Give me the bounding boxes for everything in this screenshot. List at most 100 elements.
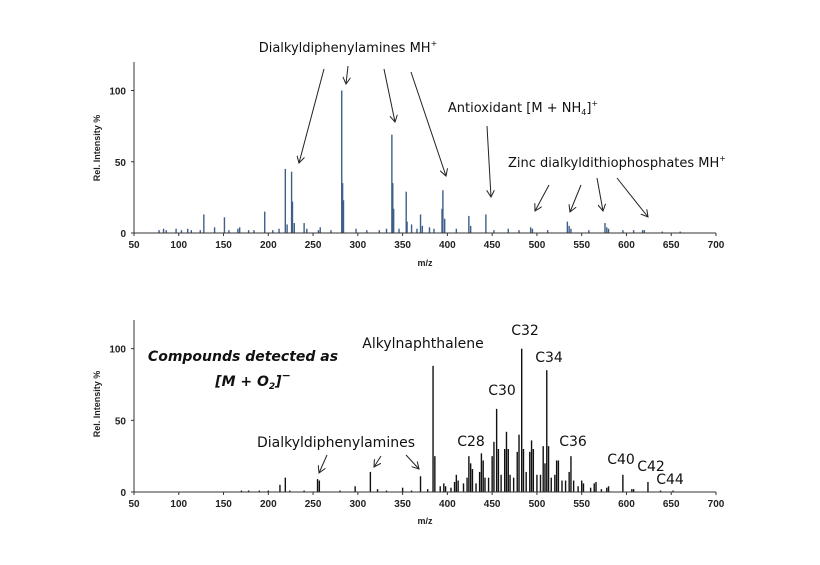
x-tick-label: 200 (260, 240, 277, 251)
peak (264, 211, 266, 233)
peak (272, 230, 274, 233)
peak (600, 489, 603, 492)
arrow (319, 454, 328, 473)
top-spectrum-panel: 50 100 150 200 250 300 350 400 450 500 550 600 650 70… (92, 39, 726, 268)
peak (593, 483, 595, 492)
peak (643, 230, 646, 233)
peak (468, 456, 470, 492)
bottom-spectrum-panel: 50 100 150 200 250 300 350 400 450 500 550 600 650 70… (92, 320, 725, 526)
peak (485, 214, 487, 233)
y-tick-label: 50 (115, 158, 127, 169)
arrow (616, 177, 648, 217)
peak (536, 474, 538, 492)
x-tick-label: 350 (394, 240, 411, 251)
peak (550, 477, 552, 492)
arrow (405, 454, 419, 469)
peak (570, 456, 572, 492)
label-c40: C40 (607, 452, 635, 468)
peak (410, 224, 413, 233)
peak (279, 484, 281, 492)
peak (247, 490, 250, 492)
peak (539, 474, 542, 492)
peak (557, 460, 560, 492)
peak (487, 477, 490, 492)
peak (247, 230, 250, 233)
peak (342, 200, 345, 233)
peak (505, 431, 508, 492)
peak (378, 230, 381, 233)
peak (392, 208, 395, 233)
peak (439, 486, 441, 492)
peak (223, 217, 226, 233)
arrow (299, 68, 325, 163)
top-annotation-arrows (299, 65, 648, 217)
peak (303, 223, 305, 233)
peak (468, 215, 470, 233)
peak (284, 477, 287, 492)
peak (376, 489, 379, 492)
label-dialkyldiphenylamines: Dialkyldiphenylamines (257, 435, 415, 451)
peak (444, 486, 447, 492)
peak (453, 481, 456, 492)
label-c28: C28 (457, 434, 485, 450)
peak (572, 480, 575, 492)
arrow (570, 184, 582, 212)
peak (398, 228, 400, 233)
peak (546, 370, 548, 492)
peak (641, 230, 644, 233)
x-tick-label: 400 (439, 240, 456, 251)
peak (354, 486, 356, 492)
x-tick-label: 650 (663, 240, 680, 251)
peak (180, 230, 183, 233)
annotation-dialkyldiphenylamines-mh: Dialkyldiphenylamines MH+ (259, 39, 438, 56)
label-c36: C36 (559, 434, 587, 450)
peak (286, 224, 288, 233)
peak (330, 230, 332, 233)
arrow (535, 184, 550, 211)
peak (466, 477, 468, 492)
peak (509, 474, 511, 492)
peak (293, 223, 295, 233)
peak (622, 474, 624, 492)
x-tick-label: 500 (529, 240, 546, 251)
y-tick-label: 50 (115, 416, 127, 427)
peak (190, 230, 193, 233)
x-tick-label: 600 (618, 499, 635, 510)
peak (162, 228, 165, 233)
x-tick-label: 150 (215, 240, 232, 251)
note-line-1: Compounds detected as (148, 349, 338, 365)
label-c42: C42 (637, 459, 665, 475)
x-tick-label: 700 (708, 499, 725, 510)
peak (491, 456, 493, 492)
peak (672, 490, 674, 492)
peak (165, 230, 167, 233)
top-peaks (158, 90, 681, 233)
peak (317, 230, 320, 233)
peak (582, 483, 585, 492)
x-tick-label: 600 (618, 240, 635, 251)
peak (518, 434, 520, 492)
peak (284, 168, 287, 233)
peak (507, 449, 509, 492)
peak (589, 487, 592, 492)
peak (497, 449, 500, 492)
peak (604, 223, 606, 233)
x-tick-label: 250 (305, 240, 322, 251)
peak (318, 480, 321, 492)
peak (267, 490, 270, 492)
x-tick-label: 50 (128, 499, 140, 510)
peak (419, 476, 422, 492)
peak (475, 483, 477, 492)
bottom-x-axis-label: m/z (417, 516, 433, 526)
peak (392, 183, 394, 233)
y-tick-label: 100 (109, 87, 126, 98)
peak (503, 449, 506, 492)
x-tick-label: 200 (260, 499, 277, 510)
peak (484, 477, 486, 492)
peak (521, 348, 523, 492)
peak (507, 228, 509, 233)
peak (679, 231, 681, 233)
peak (213, 227, 216, 233)
peak (316, 479, 319, 492)
